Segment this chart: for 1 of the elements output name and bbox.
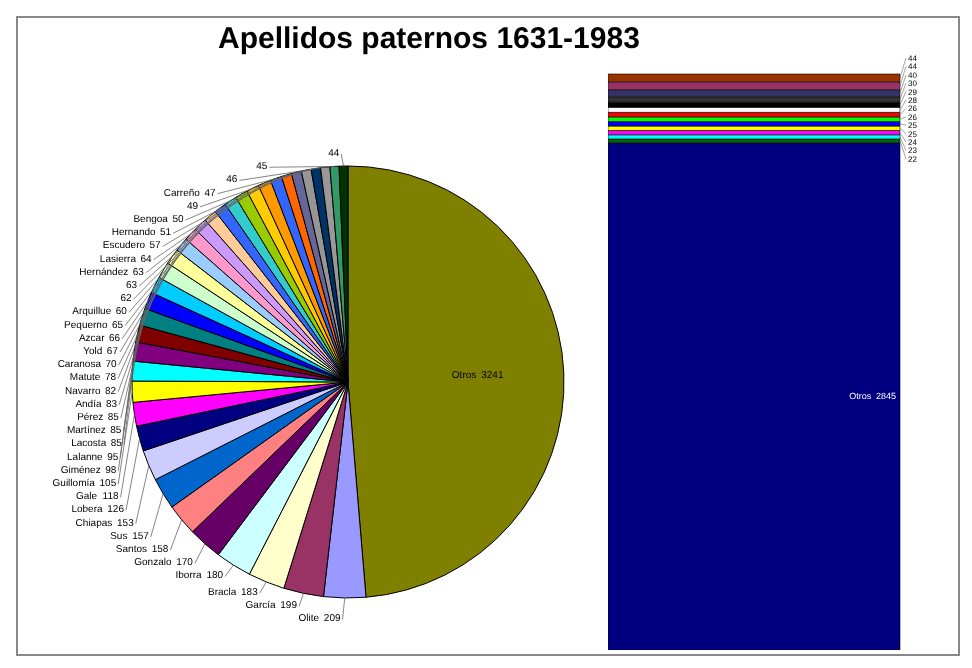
chart-title: Apellidos paternos 1631-1983 [218,22,640,56]
